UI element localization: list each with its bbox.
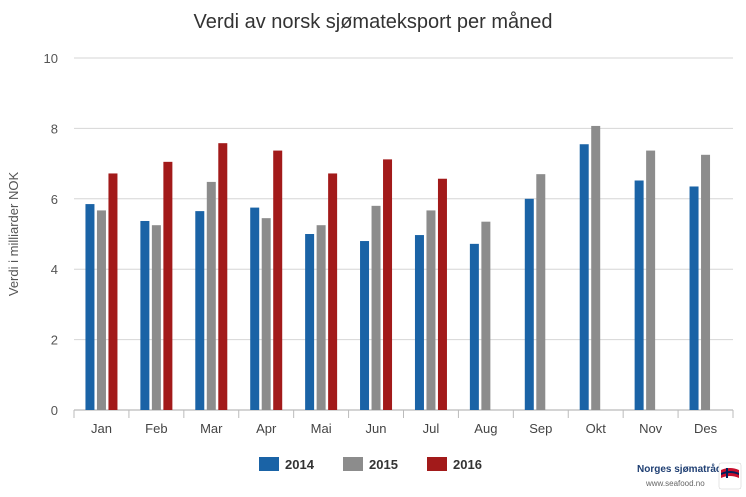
bar-2015-jul	[426, 210, 436, 410]
bar-2015-mai	[316, 225, 326, 410]
y-tick-label: 4	[51, 262, 58, 277]
bar-2014-sep	[524, 198, 534, 410]
bar-2014-jul	[414, 235, 424, 410]
legend-label-2015: 2015	[369, 457, 398, 472]
legend-swatch-2015	[343, 457, 363, 471]
bar-2016-mai	[328, 173, 338, 410]
y-tick-label: 8	[51, 121, 58, 136]
y-axis-label: Verdi i milliarder NOK	[6, 172, 21, 297]
bar-2014-okt	[579, 144, 589, 411]
x-tick-label: Mar	[200, 421, 223, 436]
bar-2015-jan	[96, 210, 106, 410]
bar-2016-jan	[108, 173, 118, 410]
bar-2016-mar	[218, 143, 228, 410]
x-tick-label: Jul	[423, 421, 440, 436]
bar-2016-feb	[163, 161, 173, 410]
bar-2015-apr	[261, 218, 271, 410]
legend: 2014 2015 2016	[259, 457, 482, 472]
legend-label-2014: 2014	[285, 457, 315, 472]
y-tick-label: 0	[51, 403, 58, 418]
bar-2015-nov	[646, 150, 656, 411]
bar-2015-okt	[591, 125, 601, 410]
x-tick-label: Sep	[529, 421, 552, 436]
x-tick-label: Des	[694, 421, 718, 436]
norges-sjomatrad-logo: Norges sjømatråd www.seafood.no	[637, 462, 742, 490]
x-tick-label: Nov	[639, 421, 663, 436]
bar-2015-des	[701, 154, 711, 410]
bar-2016-apr	[273, 150, 283, 411]
bar-2015-aug	[481, 221, 491, 410]
norway-flag-icon	[718, 462, 742, 490]
y-tick-label: 10	[44, 51, 58, 66]
bar-2014-nov	[634, 180, 644, 410]
x-tick-label: Aug	[474, 421, 497, 436]
x-axis: Jan Feb Mar Apr Mai Jun Jul Aug Sep Okt Nov Des	[73, 410, 734, 436]
bar-2015-jun	[371, 205, 381, 410]
legend-label-2016: 2016	[453, 457, 482, 472]
bar-2014-jan	[85, 204, 95, 410]
x-tick-label: Apr	[256, 421, 277, 436]
grid-lines	[74, 57, 733, 411]
logo-name: Norges sjømatråd	[637, 463, 722, 475]
bar-2014-feb	[140, 220, 150, 410]
bar-2016-jun	[383, 159, 393, 410]
bar-2014-apr	[250, 207, 260, 410]
logo-url: www.seafood.no	[645, 479, 705, 488]
bar-2015-feb	[151, 225, 161, 410]
bar-2016-jul	[437, 178, 447, 410]
x-tick-label: Jan	[91, 421, 112, 436]
bar-2015-sep	[536, 174, 546, 410]
legend-swatch-2014	[259, 457, 279, 471]
bar-2014-mar	[195, 211, 205, 410]
y-axis-ticks: 0 2 4 6 8 10	[44, 51, 58, 418]
bars	[85, 125, 711, 411]
y-tick-label: 6	[51, 192, 58, 207]
chart-title: Verdi av norsk sjømateksport per måned	[193, 11, 552, 33]
bar-2014-des	[689, 186, 699, 410]
x-tick-label: Mai	[311, 421, 332, 436]
x-tick-label: Jun	[366, 421, 387, 436]
bar-2014-aug	[469, 243, 479, 410]
bar-2015-mar	[206, 181, 216, 410]
x-tick-label: Okt	[586, 421, 607, 436]
y-tick-label: 2	[51, 333, 58, 348]
x-tick-label: Feb	[145, 421, 167, 436]
legend-swatch-2016	[427, 457, 447, 471]
bar-2014-jun	[360, 241, 370, 410]
bar-2014-mai	[305, 234, 315, 410]
